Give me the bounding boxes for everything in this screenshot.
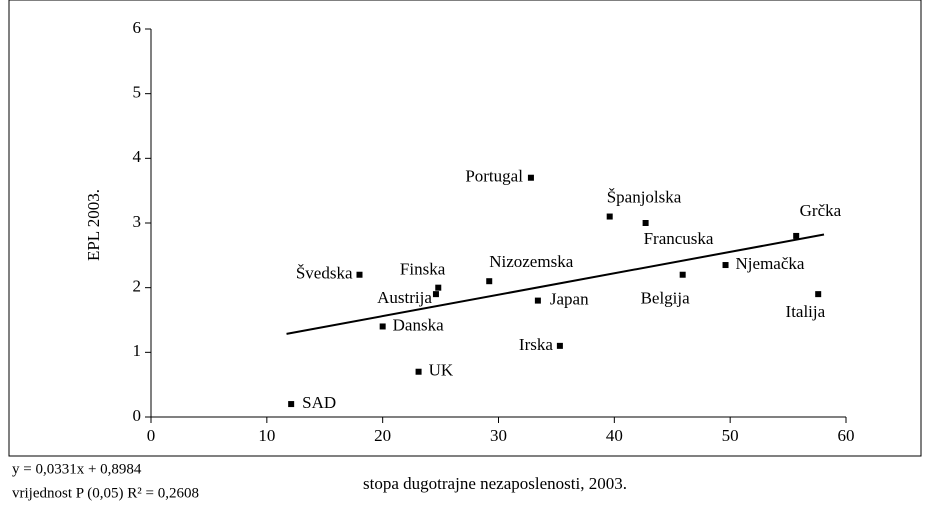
x-tick-label: 60: [838, 426, 855, 445]
point-label: SAD: [302, 393, 336, 412]
point-label: Grčka: [800, 201, 842, 220]
x-tick-label: 30: [490, 426, 507, 445]
point: [793, 232, 800, 239]
point: [679, 271, 686, 278]
point: [379, 323, 386, 330]
x-tick-label: 10: [258, 426, 275, 445]
r-squared: vrijednost P (0,05) R² = 0,2608: [12, 485, 199, 501]
y-tick-label: 5: [133, 83, 142, 102]
point-label: Švedska: [296, 264, 353, 283]
point: [486, 278, 493, 285]
point-label: Francuska: [644, 229, 714, 248]
point-label: Portugal: [465, 167, 523, 186]
point-label: Nizozemska: [489, 252, 573, 271]
x-axis-title: stopa dugotrajne nezaposlenosti, 2003.: [363, 474, 627, 493]
point: [815, 291, 822, 298]
point-label: Danska: [393, 315, 444, 334]
y-tick-label: 3: [133, 212, 142, 231]
point-label: UK: [429, 361, 454, 380]
x-tick-label: 50: [722, 426, 739, 445]
point: [432, 291, 439, 298]
frame: [8, 0, 922, 457]
point-label: Japan: [550, 290, 589, 309]
y-tick-label: 2: [133, 277, 142, 296]
x-tick-label: 40: [606, 426, 623, 445]
trendline: [286, 233, 825, 335]
point: [527, 174, 534, 181]
x-tick-label: 0: [147, 426, 156, 445]
point: [722, 262, 729, 269]
point-label: Irska: [519, 335, 553, 354]
x-tick-label: 20: [374, 426, 391, 445]
y-tick-label: 4: [133, 147, 142, 166]
equation: y = 0,0331x + 0,8984: [12, 461, 142, 477]
point: [556, 342, 563, 349]
point: [534, 297, 541, 304]
point-label: Italija: [786, 302, 826, 321]
point: [356, 271, 363, 278]
y-tick-label: 6: [133, 18, 142, 37]
point: [642, 220, 649, 226]
point-label: Austrija: [377, 288, 432, 307]
y-axis-title: EPL 2003.: [84, 189, 103, 261]
point-label: Finska: [400, 260, 446, 279]
y-tick-label: 1: [133, 341, 142, 360]
point: [415, 368, 422, 375]
point-label: Španjolska: [607, 187, 682, 206]
point: [606, 213, 613, 220]
point-label: Njemačka: [736, 254, 805, 273]
point: [288, 401, 295, 408]
point-label: Belgija: [641, 289, 691, 308]
y-tick-label: 0: [133, 406, 142, 425]
point: [435, 284, 442, 291]
